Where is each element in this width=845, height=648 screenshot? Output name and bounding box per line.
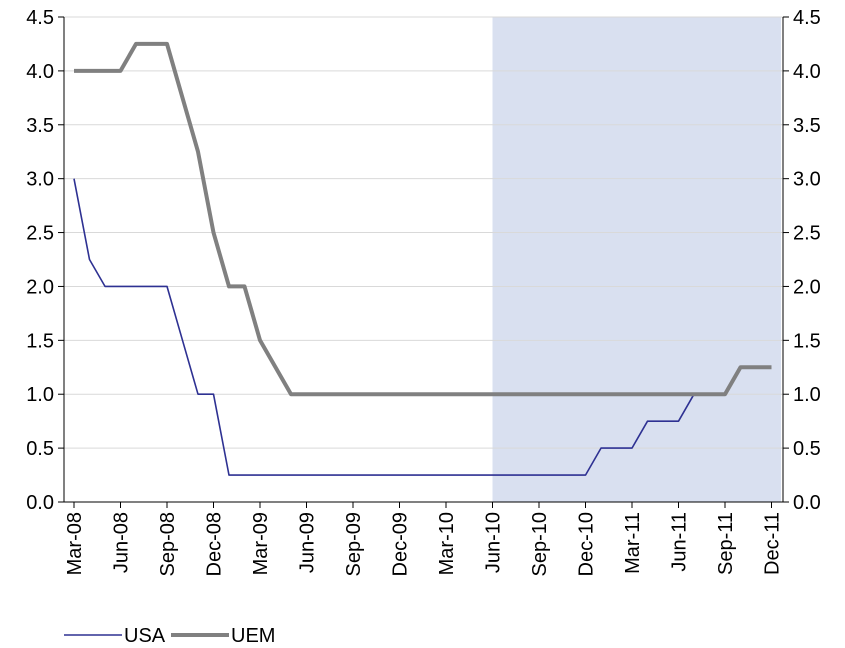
x-tick-label: Jun-09 [297,512,319,573]
legend-label-usa: USA [124,625,166,647]
y-tick-label: 1.0 [26,384,54,406]
x-tick-label: Sep-08 [157,512,179,577]
x-tick-label: Jun-11 [669,512,691,572]
y-tick-label: 2.0 [26,276,54,298]
x-tick-label: Jun-10 [483,512,505,573]
legend-label-uem: UEM [231,625,275,647]
y2-tick-label: 0.5 [793,438,821,460]
y2-tick-label: 2.5 [793,223,821,245]
x-tick-label: Mar-08 [64,512,86,575]
y-tick-label: 3.5 [26,115,54,137]
x-tick-label: Sep-09 [343,512,365,577]
x-tick-label: Mar-11 [622,512,644,574]
y2-tick-label: 1.5 [793,330,821,352]
x-tick-label: Sep-10 [529,512,551,577]
y2-tick-label: 2.0 [793,276,821,298]
y-tick-label: 3.0 [26,169,54,191]
y-tick-label: 4.0 [26,61,54,83]
legend: USA UEM [64,625,275,647]
y2-tick-label: 1.0 [793,384,821,406]
y2-tick-label: 4.5 [793,7,821,29]
x-tick-label: Dec-10 [576,512,598,576]
x-tick-label: Dec-08 [204,512,226,576]
series-layer [73,41,772,476]
y2-tick-label: 3.0 [793,169,821,191]
series-line-usa [73,178,772,476]
y2-tick-label: 4.0 [793,61,821,83]
y-tick-label: 2.5 [26,223,54,245]
x-tick-label: Dec-11 [762,512,784,575]
axes: 0.0 0.5 1.0 1.5 2.0 2.5 3.0 3.5 4.0 4.5 0.0 0.5 1.0 1… [26,7,821,577]
y-tick-label: 0.5 [26,438,54,460]
x-tick-label: Sep-11 [715,512,737,575]
x-tick-label: Jun-08 [111,512,133,573]
y2-tick-label: 3.5 [793,115,821,137]
gridlines [64,16,783,449]
x-tick-label: Mar-10 [436,512,458,575]
series-line-uem [74,41,772,397]
shaded-region [492,17,781,502]
y2-tick-label: 0.0 [793,492,821,514]
x-tick-label: Mar-09 [250,512,272,575]
y-tick-label: 4.5 [26,7,54,29]
y-tick-label: 1.5 [26,330,54,352]
y-tick-label: 0.0 [26,492,54,514]
x-tick-label: Dec-09 [390,512,412,576]
